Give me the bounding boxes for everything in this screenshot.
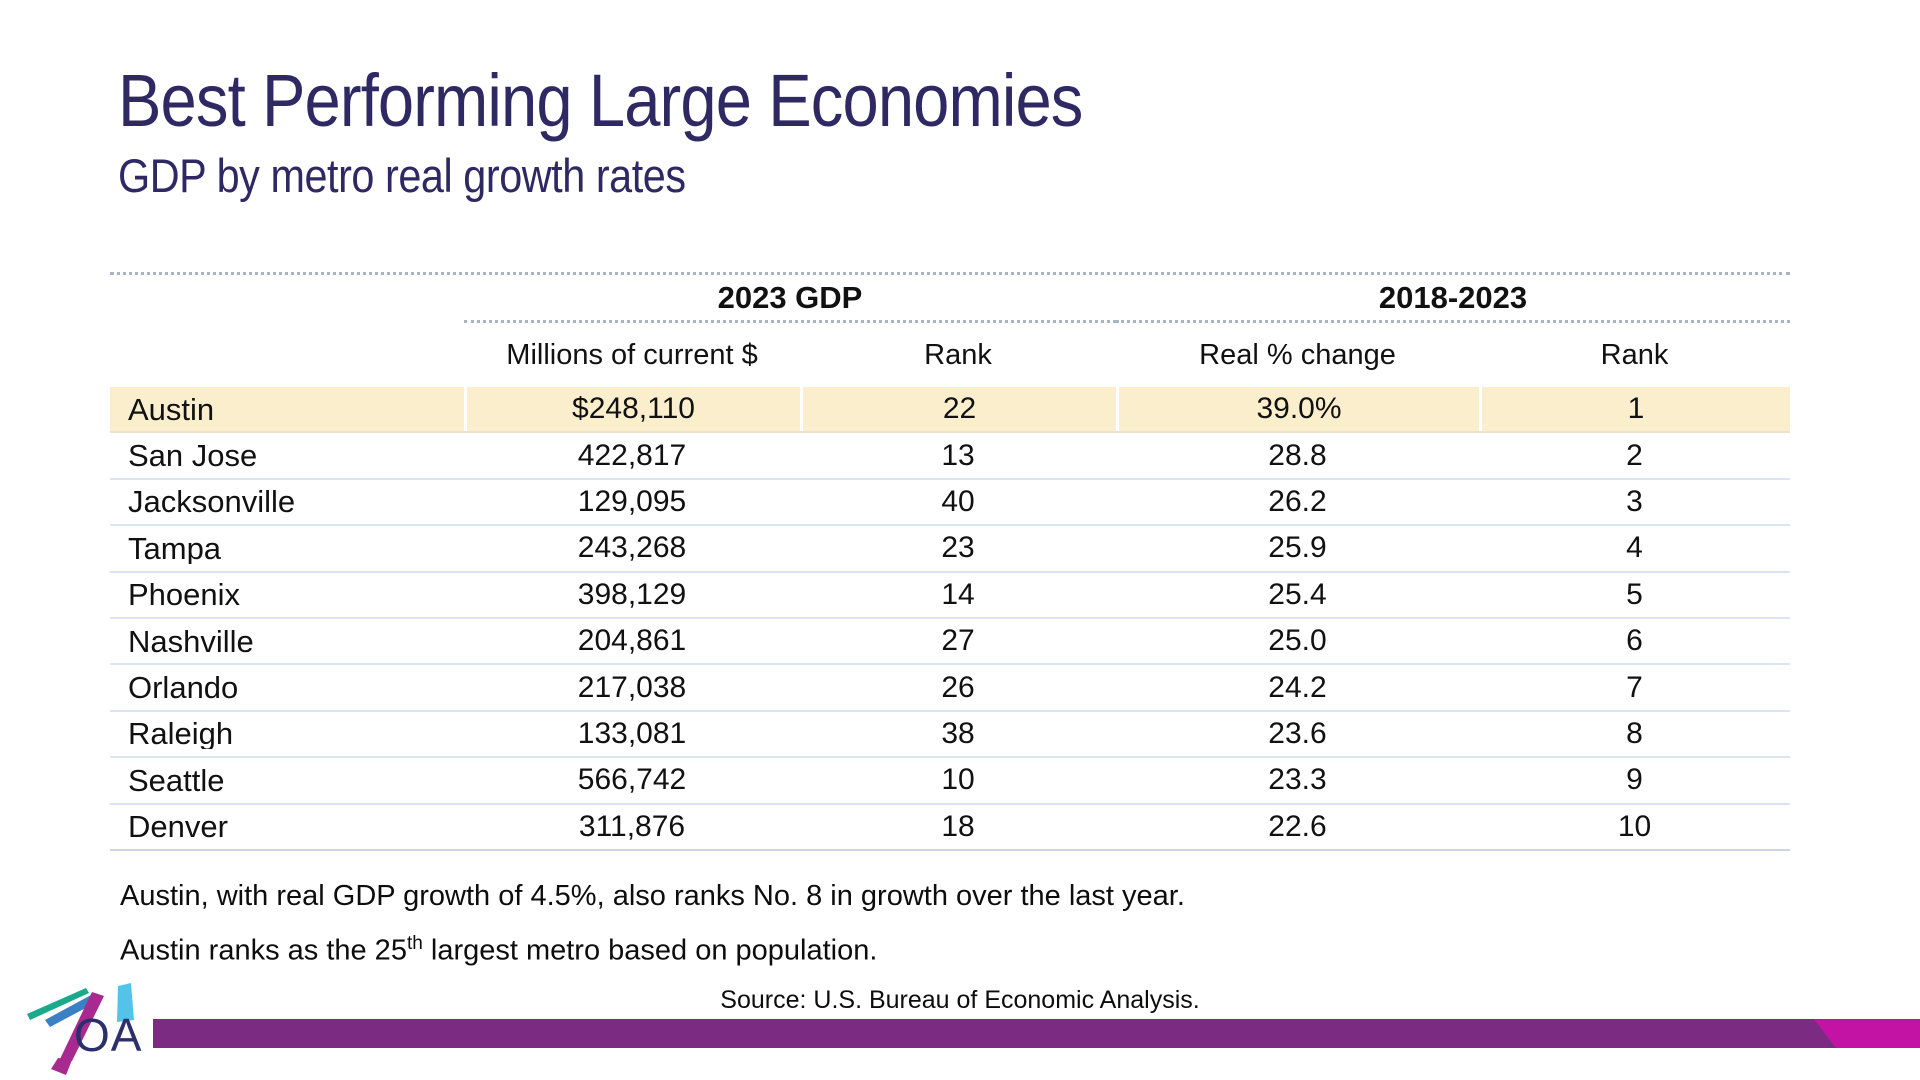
change-rank-cell: 3 (1626, 486, 1643, 517)
logo-magenta-stroke (60, 992, 104, 1061)
table-row: Seattle 566,742 10 23.3 9 (110, 758, 1790, 805)
col-header-change-rank: Rank (1600, 340, 1669, 370)
logo-blue-stroke (45, 995, 97, 1027)
metro-cell: Phoenix (128, 579, 241, 611)
table-row: Orlando 217,038 26 24.2 7 (110, 665, 1790, 712)
pct-change-cell: 26.2 (1268, 486, 1327, 517)
footnote-population-sup: th (406, 933, 423, 954)
pct-change-cell: 23.3 (1268, 765, 1327, 796)
pct-change-cell: 28.8 (1268, 440, 1327, 471)
table-row: Phoenix 398,129 14 25.4 5 (110, 573, 1790, 619)
logo-teal-stroke (27, 988, 89, 1020)
metro-cell: Jacksonville (128, 486, 296, 518)
change-rank-cell: 1 (1479, 387, 1790, 432)
change-rank-cell: 10 (1617, 811, 1652, 842)
logo-magenta-foot (51, 1058, 72, 1075)
change-rank-cell: 4 (1626, 533, 1643, 564)
pct-change-cell: 22.6 (1268, 811, 1327, 842)
gdp-rank-cell: 18 (941, 811, 975, 842)
gdp-rank-cell: 10 (941, 765, 975, 796)
gdp-value-cell: 243,268 (577, 533, 687, 564)
pct-change-cell: 25.0 (1268, 626, 1327, 657)
metro-cell: Nashville (128, 625, 254, 657)
gdp-rank-cell: 40 (941, 486, 975, 517)
change-rank-cell: 9 (1626, 765, 1643, 796)
group-header-2023-gdp: 2023 GDP (464, 275, 1116, 323)
metro-cell: Denver (128, 811, 228, 843)
table-column-header-row: Millions of current $ Rank Real % change… (110, 323, 1790, 387)
gdp-rank-cell: 22 (800, 387, 1116, 432)
table-row: Jacksonville 129,095 40 26.2 3 (110, 480, 1790, 527)
footnote-population-post: largest metro based on population. (422, 934, 878, 967)
gdp-value-cell: 566,742 (577, 765, 687, 796)
gdp-value-cell: $248,110 (464, 387, 800, 432)
change-rank-cell: 8 (1626, 718, 1643, 749)
metro-cell: Orlando (128, 672, 239, 704)
table-group-header-row: 2023 GDP 2018-2023 (110, 272, 1790, 323)
group-header-2018-2023: 2018-2023 (1116, 275, 1790, 323)
pct-change-cell: 24.2 (1268, 672, 1327, 703)
gdp-value-cell: 133,081 (577, 718, 687, 749)
gdp-value-cell: 204,861 (577, 626, 687, 657)
col-header-real-pct-change: Real % change (1199, 340, 1396, 370)
metro-cell: Austin (110, 387, 464, 432)
metro-cell: Raleigh (128, 718, 234, 750)
gdp-table: 2023 GDP 2018-2023 Millions of current $… (110, 272, 1790, 851)
gdp-rank-cell: 38 (941, 718, 975, 749)
footnote-population-pre: Austin ranks as the 25 (120, 934, 407, 967)
table-row: San Jose 422,817 13 28.8 2 (110, 433, 1790, 480)
pct-change-cell: 25.9 (1268, 533, 1327, 564)
footnote-population: Austin ranks as the 25th largest metro b… (120, 933, 877, 968)
change-rank-cell: 5 (1626, 579, 1643, 610)
metro-cell: Tampa (128, 532, 222, 564)
source-note: Source: U.S. Bureau of Economic Analysis… (720, 986, 1200, 1014)
logo-text: OA (74, 1009, 142, 1061)
table-row: Tampa 243,268 23 25.9 4 (110, 526, 1790, 573)
col-header-gdp-rank: Rank (924, 340, 992, 370)
logo-lightblue-stroke (117, 983, 134, 1022)
pct-change-cell: 23.6 (1268, 718, 1327, 749)
oa-logo: OA (27, 983, 142, 1075)
table-row: Denver 311,876 18 22.6 10 (110, 805, 1790, 851)
brand-bar (153, 1019, 1920, 1048)
metro-cell: San Jose (128, 440, 258, 472)
metro-cell: Seattle (128, 764, 225, 796)
footnote-growth: Austin, with real GDP growth of 4.5%, al… (120, 880, 1185, 912)
gdp-value-cell: 398,129 (577, 579, 687, 610)
gdp-rank-cell: 26 (941, 672, 975, 703)
table-body: Austin $248,110 22 39.0% 1 San Jose 422,… (110, 387, 1790, 851)
gdp-rank-cell: 27 (941, 626, 975, 657)
table-row: Raleigh 133,081 38 23.6 8 (110, 712, 1790, 759)
page-title: Best Performing Large Economies (118, 59, 1083, 142)
change-rank-cell: 7 (1626, 672, 1643, 703)
change-rank-cell: 2 (1626, 440, 1643, 471)
table-row: Austin $248,110 22 39.0% 1 (110, 387, 1790, 434)
table-row: Nashville 204,861 27 25.0 6 (110, 619, 1790, 666)
gdp-value-cell: 217,038 (577, 672, 687, 703)
col-header-millions: Millions of current $ (506, 340, 758, 370)
change-rank-cell: 6 (1626, 626, 1643, 657)
pct-change-cell: 39.0% (1116, 387, 1479, 432)
gdp-rank-cell: 23 (941, 533, 975, 564)
gdp-rank-cell: 14 (941, 579, 975, 610)
brand-bar-magenta-tip (1814, 1019, 1920, 1048)
gdp-value-cell: 129,095 (577, 486, 687, 517)
gdp-rank-cell: 13 (941, 440, 975, 471)
pct-change-cell: 25.4 (1268, 579, 1327, 610)
gdp-value-cell: 311,876 (578, 811, 686, 842)
gdp-value-cell: 422,817 (577, 440, 687, 471)
page-subtitle: GDP by metro real growth rates (118, 149, 686, 202)
